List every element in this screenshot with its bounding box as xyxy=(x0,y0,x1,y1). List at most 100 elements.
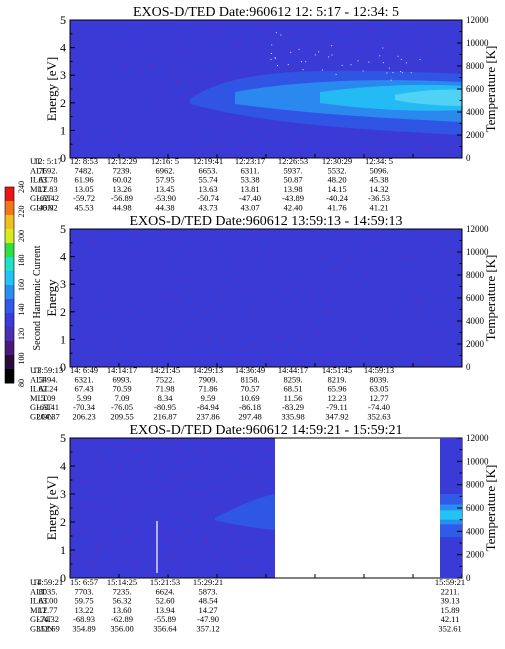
table-cell: -79.11 xyxy=(326,402,348,412)
table-cell: 13.22 xyxy=(74,605,93,615)
table-cell: 68.51 xyxy=(283,384,302,394)
table-cell: 13.60 xyxy=(112,605,131,615)
table-cell: 14.27 xyxy=(198,605,217,615)
colorbar-segment xyxy=(5,313,14,328)
band-outer xyxy=(215,494,275,530)
table-row-label: GLON xyxy=(30,624,54,634)
colorbar-segment xyxy=(5,341,14,356)
table-cell: 14:59:13 xyxy=(364,365,394,375)
noise-dot xyxy=(397,55,399,57)
table-row-label: MLT xyxy=(30,605,48,615)
table-cell: 206.23 xyxy=(72,412,95,422)
colorbar-tick-label: 180 xyxy=(17,255,26,267)
table-cell: 15:21:53 xyxy=(150,577,180,587)
table-cell: 13.05 xyxy=(74,184,93,194)
table-cell: 45.38 xyxy=(369,175,388,185)
table-cell: -62.89 xyxy=(111,614,133,624)
table-cell: 12: 8:53 xyxy=(70,156,98,166)
y-tick-label: 5 xyxy=(60,13,66,27)
y2-tick-label: 8000 xyxy=(466,480,485,490)
table-cell: 13.26 xyxy=(112,184,131,194)
table-cell: 7703. xyxy=(74,586,93,596)
table-cell: 2211. xyxy=(441,586,460,596)
table-cell: 216.87 xyxy=(153,412,176,422)
colorbar-label: Second Harmonic Current xyxy=(32,245,43,350)
y2-tick-label: 10000 xyxy=(466,247,489,257)
table-cell: -74.40 xyxy=(368,402,390,412)
table-cell: 71.98 xyxy=(155,384,174,394)
table-cell: 12:16: 5 xyxy=(151,156,179,166)
table-cell: 63.05 xyxy=(369,384,388,394)
table-cell: -50.74 xyxy=(197,193,220,203)
y2-tick-label: 0 xyxy=(466,362,471,372)
table-cell: 55.74 xyxy=(198,175,218,185)
noise-dot xyxy=(392,72,394,73)
noise-dot xyxy=(274,57,276,59)
table-cell: -36.53 xyxy=(368,193,390,203)
table-cell: 354.89 xyxy=(72,624,95,634)
panel-title: EXOS-D/TED Date:960612 13:59:13 - 14:59:… xyxy=(130,214,403,229)
table-cell: 45.53 xyxy=(74,203,93,213)
table-row-label: GLON xyxy=(30,203,54,213)
y2-tick-label: 12000 xyxy=(466,433,489,443)
noise-dot xyxy=(388,67,390,69)
colorbar-segment xyxy=(5,299,14,314)
table-cell: 10.69 xyxy=(240,393,259,403)
colorbar-tick-label: 220 xyxy=(17,206,26,218)
table-cell: 70.59 xyxy=(112,384,131,394)
y-tick-label: 1 xyxy=(60,123,66,137)
table-cell: 12.77 xyxy=(38,605,57,615)
table-row-label: GLAT xyxy=(30,402,53,412)
y-tick-label: 1 xyxy=(60,332,66,346)
colorbar-segment xyxy=(5,243,14,258)
colorbar-segment xyxy=(5,285,14,300)
table-cell: 63.00 xyxy=(38,596,57,606)
y-tick-label: 4 xyxy=(60,459,66,473)
noise-dot xyxy=(335,74,337,75)
table-cell: 8158. xyxy=(240,374,259,384)
y-tick-label: 5 xyxy=(60,431,66,445)
noise-dot xyxy=(275,32,277,34)
colorbar-segment xyxy=(5,215,14,230)
spectrogram xyxy=(70,20,462,158)
y2-axis-label: Temperature [K] xyxy=(483,255,498,342)
table-cell: 13.98 xyxy=(283,184,302,194)
table-cell: 71.86 xyxy=(198,384,217,394)
y-axis-label: Energy [eV] xyxy=(44,57,59,121)
table-cell: 12:30:29 xyxy=(322,156,352,166)
table-cell: 7522. xyxy=(155,374,174,384)
table-cell: 12:23:17 xyxy=(235,156,265,166)
table-cell: 12.23 xyxy=(327,393,346,403)
colorbar-tick-label: 100 xyxy=(17,353,26,365)
table-cell: -40.24 xyxy=(326,193,349,203)
table-cell: 48.54 xyxy=(198,596,218,606)
table-row-label: UT xyxy=(30,577,42,587)
colorbar-segment xyxy=(5,201,14,216)
y-tick-label: 4 xyxy=(60,41,66,55)
noise-dot xyxy=(331,54,333,56)
table-cell: 8039. xyxy=(369,374,388,384)
table-row-label: GLAT xyxy=(30,614,53,624)
table-cell: 42.40 xyxy=(283,203,302,213)
table-cell: -80.95 xyxy=(154,402,176,412)
noise-dot xyxy=(382,62,384,64)
table-cell: 52.60 xyxy=(155,596,174,606)
table-row-label: ILAT xyxy=(30,175,49,185)
table-cell: 12:12:29 xyxy=(107,156,137,166)
colorbar-segment xyxy=(5,369,14,384)
table-cell: -68.93 xyxy=(73,614,95,624)
table-cell: 7.09 xyxy=(115,393,130,403)
table-cell: 12:19:41 xyxy=(193,156,223,166)
spectrogram xyxy=(70,438,275,578)
colorbar-frame xyxy=(4,186,15,384)
noise-dot xyxy=(341,64,343,66)
table-cell: 356.00 xyxy=(110,624,133,634)
y-tick-label: 0 xyxy=(60,151,66,165)
noise-dot xyxy=(290,51,292,53)
table-cell: 8219. xyxy=(327,374,346,384)
noise-dot xyxy=(287,64,289,66)
table-cell: 8.34 xyxy=(158,393,174,403)
y2-tick-label: 8000 xyxy=(466,270,485,280)
table-cell: 5096. xyxy=(369,165,388,175)
y2-tick-label: 2000 xyxy=(466,130,485,140)
